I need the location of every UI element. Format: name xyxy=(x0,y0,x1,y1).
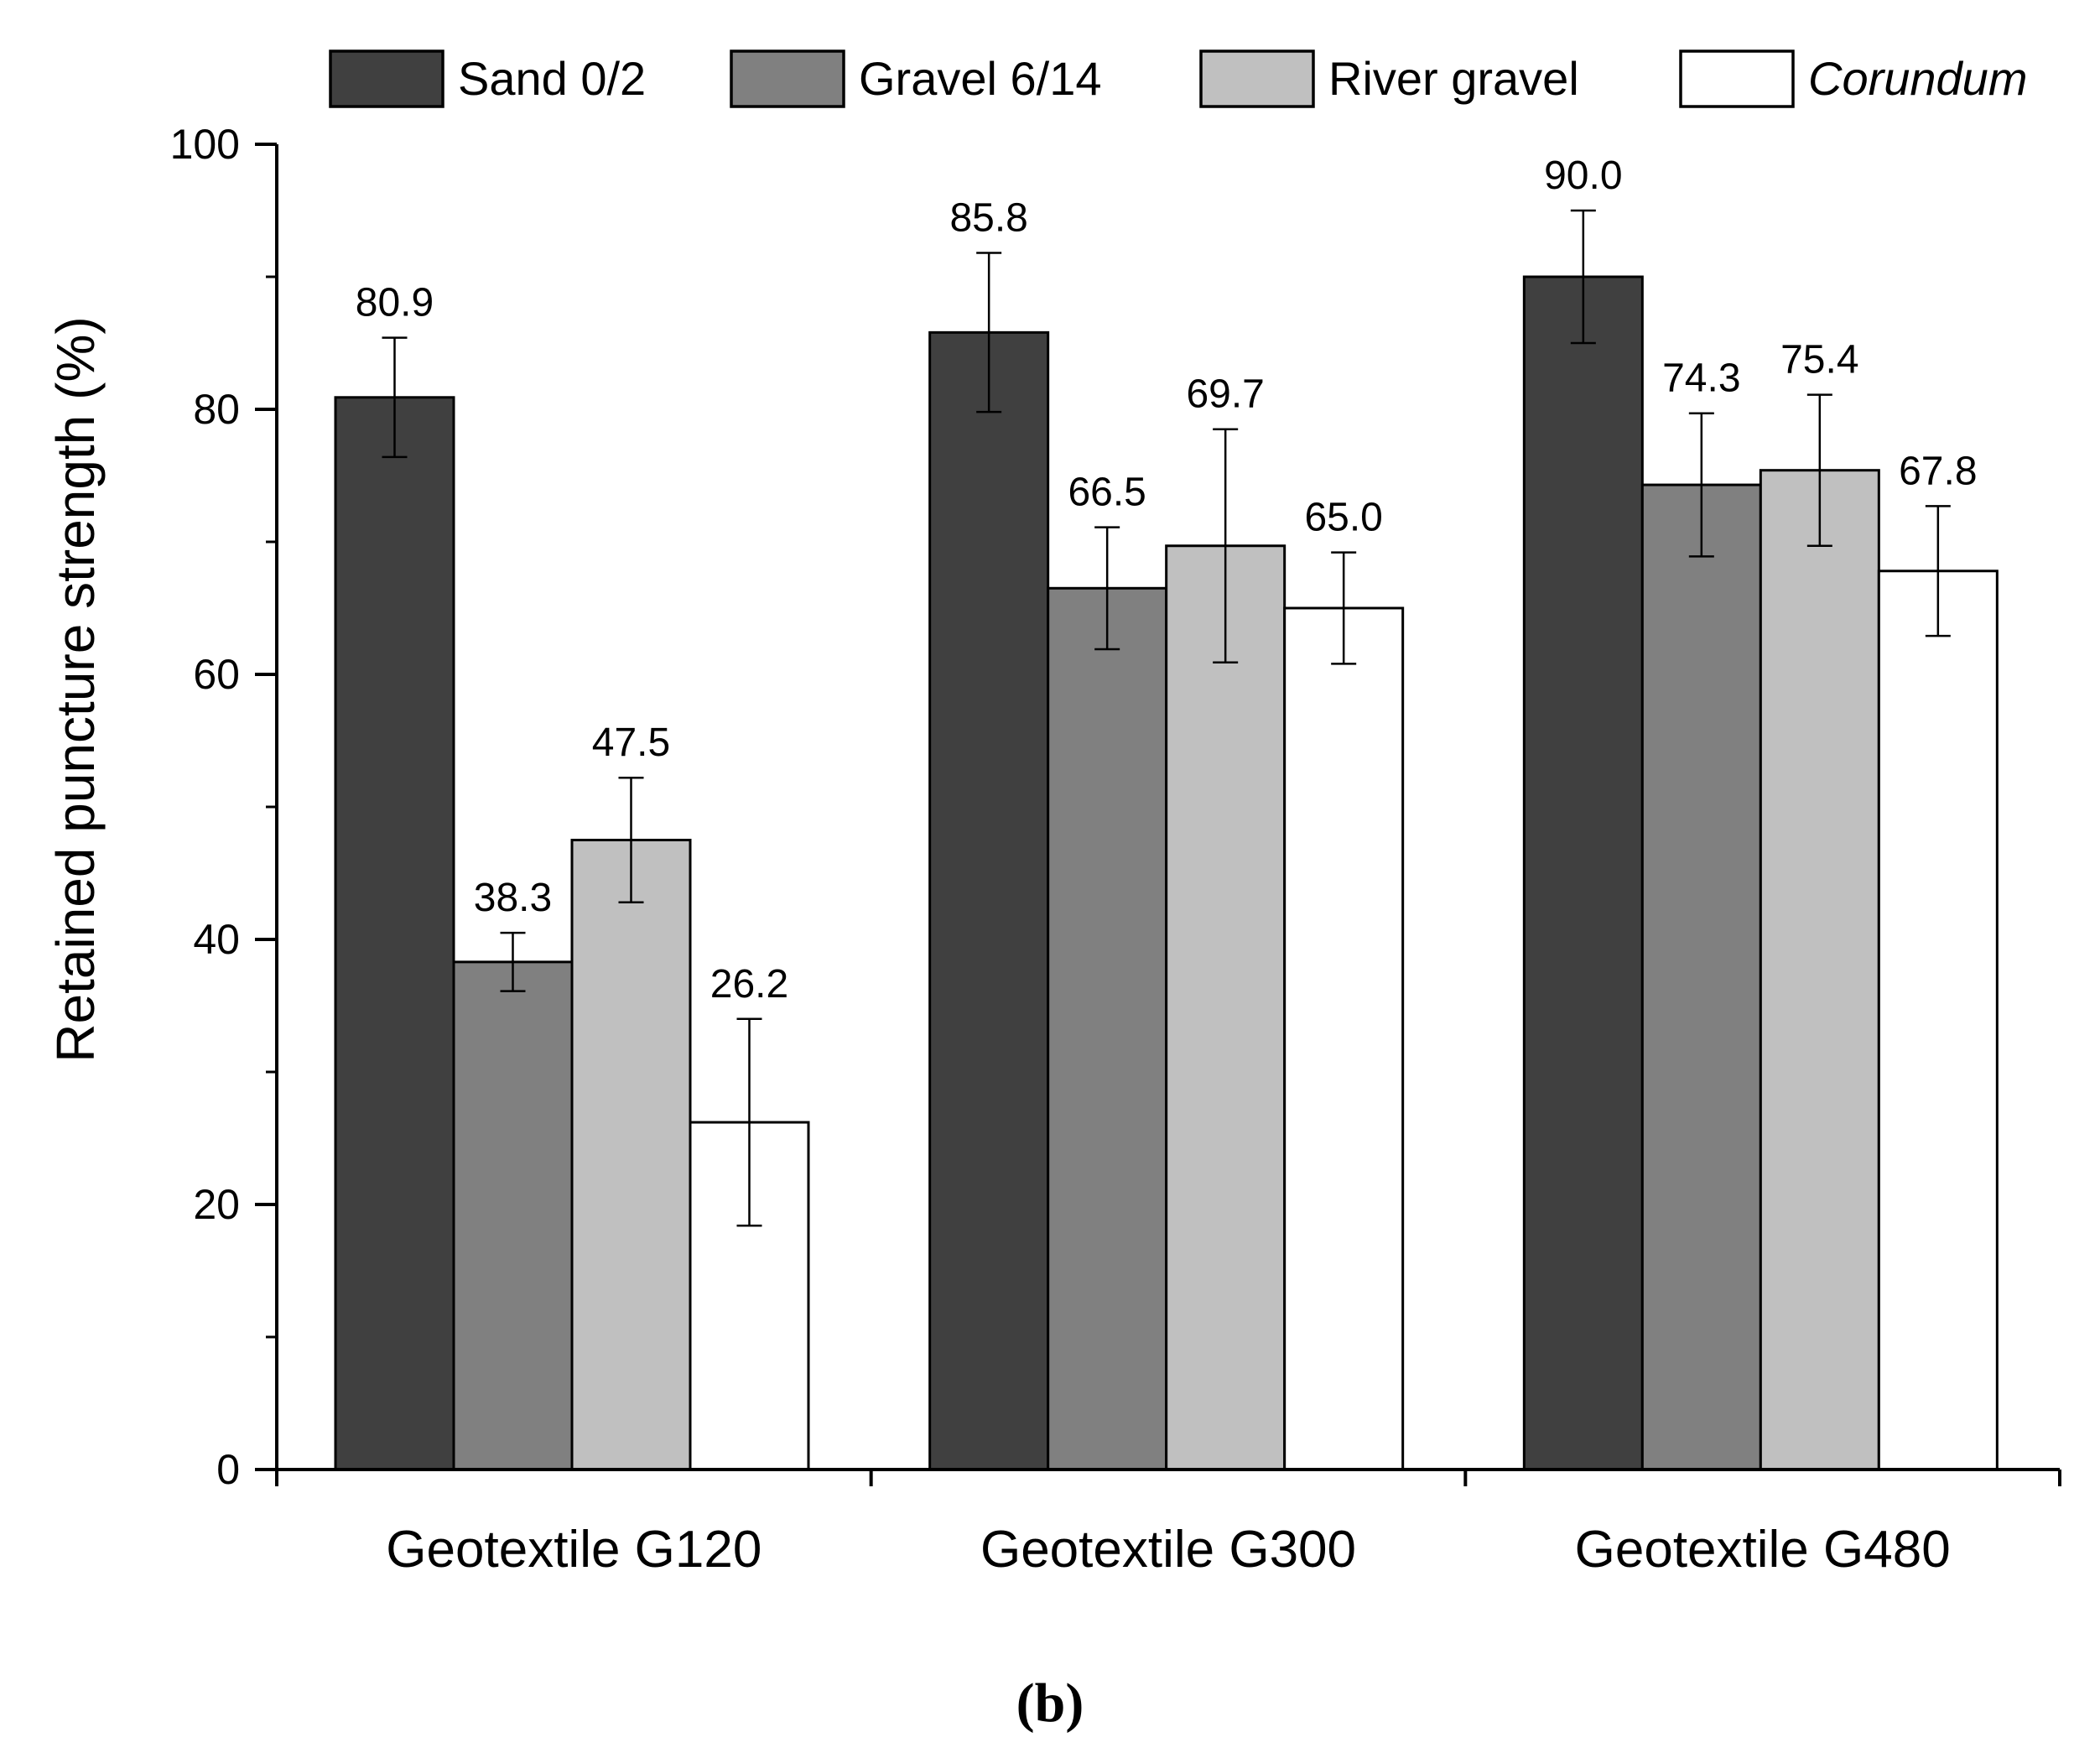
data-label-3-3: 75.4 xyxy=(1780,338,1858,382)
error-bar-3-3 xyxy=(1806,393,1832,547)
error-bar-2-3 xyxy=(1688,412,1714,558)
legend-item-2: Gravel 6/14 xyxy=(730,49,1102,108)
y-tick-label-0: 0 xyxy=(216,1446,240,1493)
error-bar-3-1 xyxy=(618,776,644,904)
error-bar-1-3 xyxy=(1570,209,1596,345)
data-label-4-1: 26.2 xyxy=(710,962,788,1007)
bar-3-2 xyxy=(1165,544,1287,1471)
x-tick-label-2: Geotextile G300 xyxy=(980,1521,1356,1579)
x-tick-label-3: Geotextile G480 xyxy=(1575,1521,1951,1579)
legend-item-3: River gravel xyxy=(1199,49,1579,108)
bar-1-2 xyxy=(928,330,1050,1471)
legend-swatch-3 xyxy=(1199,49,1315,108)
data-label-2-2: 66.5 xyxy=(1068,471,1146,515)
legend-item-4: Corundum xyxy=(1679,49,2027,108)
data-label-4-3: 67.8 xyxy=(1899,449,1977,493)
x-tick-label-1: Geotextile G120 xyxy=(386,1521,762,1579)
data-label-2-3: 74.3 xyxy=(1662,356,1740,401)
legend-label-4: Corundum xyxy=(1808,52,2027,105)
bar-3-1 xyxy=(570,839,692,1471)
bar-2-1 xyxy=(452,960,574,1471)
bar-3-3 xyxy=(1759,469,1880,1471)
legend-swatch-4 xyxy=(1679,49,1795,108)
error-bar-1-2 xyxy=(976,252,1002,414)
legend-swatch-2 xyxy=(730,49,845,108)
bar-4-2 xyxy=(1283,606,1405,1471)
caption-close-paren: ) xyxy=(1065,1673,1084,1734)
data-label-1-1: 80.9 xyxy=(356,281,434,325)
y-tick-label-60: 60 xyxy=(193,651,240,698)
bar-4-3 xyxy=(1877,570,1999,1471)
data-label-3-2: 69.7 xyxy=(1186,372,1264,417)
error-bars-layer xyxy=(382,209,1951,1227)
data-label-3-1: 47.5 xyxy=(592,721,670,765)
caption-open-paren: ( xyxy=(1016,1673,1035,1734)
y-tick-label-100: 100 xyxy=(170,121,240,168)
legend: Sand 0/2 Gravel 6/14 River gravel Corundum xyxy=(329,49,2027,108)
legend-swatch-1 xyxy=(329,49,444,108)
bar-2-2 xyxy=(1047,586,1168,1471)
error-bar-2-2 xyxy=(1094,526,1120,651)
bars-layer xyxy=(334,275,1999,1471)
axes-layer: 0 20 40 60 80 100 Geotextile G120 Geotextile G3… xyxy=(170,121,2061,1579)
bar-2-3 xyxy=(1640,483,1762,1471)
legend-label-3: River gravel xyxy=(1328,52,1579,105)
error-bar-1-1 xyxy=(382,336,408,459)
error-bar-4-2 xyxy=(1331,551,1357,665)
legend-item-1: Sand 0/2 xyxy=(329,49,646,108)
caption-letter: b xyxy=(1035,1673,1066,1734)
bar-1-3 xyxy=(1522,275,1644,1471)
y-tick-label-20: 20 xyxy=(193,1181,240,1228)
error-bar-3-2 xyxy=(1213,428,1239,664)
y-tick-label-80: 80 xyxy=(193,386,240,433)
figure-caption: (b) xyxy=(1016,1673,1084,1734)
data-label-2-1: 38.3 xyxy=(474,876,552,920)
data-label-1-2: 85.8 xyxy=(949,196,1027,241)
error-bar-4-1 xyxy=(736,1017,762,1227)
bar-1-1 xyxy=(334,396,455,1471)
error-bar-2-1 xyxy=(500,931,526,992)
y-axis-title: Retained puncture strength (%) xyxy=(45,316,106,1062)
y-tick-label-40: 40 xyxy=(193,916,240,963)
error-bar-4-3 xyxy=(1925,505,1951,637)
data-labels-layer: 80.9 38.3 47.5 26.2 85.8 66.5 69.7 65.0 90.0 74.3… xyxy=(356,153,1978,1007)
legend-label-1: Sand 0/2 xyxy=(458,52,646,105)
data-label-1-3: 90.0 xyxy=(1544,153,1622,198)
legend-label-2: Gravel 6/14 xyxy=(859,52,1102,105)
data-label-4-2: 65.0 xyxy=(1304,496,1382,540)
